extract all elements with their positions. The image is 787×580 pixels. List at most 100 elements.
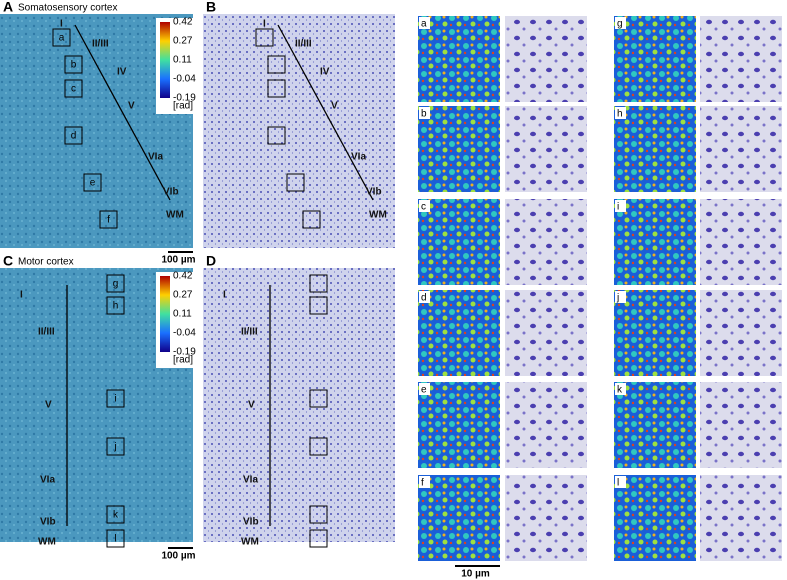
- colorbar-unit: [rad]: [173, 101, 193, 112]
- roi-label: f: [107, 215, 110, 226]
- inset-label: b: [421, 109, 427, 120]
- roi-box: [106, 529, 125, 548]
- layer-label: V: [128, 101, 135, 112]
- roi-box: [106, 505, 125, 524]
- layer-label: IV: [117, 67, 127, 78]
- roi-box: [267, 79, 286, 98]
- roi-label: j: [113, 442, 116, 453]
- roi-box: [255, 28, 274, 47]
- roi-box: [309, 529, 328, 548]
- roi-box: [309, 296, 328, 315]
- layer-axis: [277, 24, 374, 201]
- layer-label: II/III: [241, 327, 258, 338]
- layer-label: VIa: [351, 152, 366, 163]
- layer-label: VIb: [366, 187, 382, 198]
- label-bg: [419, 107, 430, 119]
- stain-inset: [505, 199, 587, 285]
- phase-inset: [614, 106, 696, 192]
- stain-inset: [505, 16, 587, 102]
- label-bg: [615, 17, 626, 29]
- layer-label: VIa: [243, 475, 258, 486]
- roi-box: [267, 55, 286, 74]
- layer-label: I: [20, 290, 23, 301]
- layer-label: II/III: [92, 39, 109, 50]
- roi-label: e: [90, 178, 96, 189]
- roi-box: [286, 173, 305, 192]
- phase-inset: [418, 16, 500, 102]
- colorbar-unit: [rad]: [173, 355, 193, 366]
- panel-letter: A: [3, 0, 13, 15]
- roi-box: [106, 389, 125, 408]
- panel-letter: D: [206, 253, 216, 269]
- roi-box: [106, 296, 125, 315]
- layer-label: WM: [241, 537, 259, 548]
- roi-label: c: [71, 84, 76, 95]
- label-bg: [615, 291, 626, 303]
- roi-box: [64, 126, 83, 145]
- colorbar-tick: -0.04: [173, 74, 196, 85]
- inset-label: e: [421, 385, 427, 396]
- roi-box: [309, 389, 328, 408]
- roi-box: [309, 437, 328, 456]
- roi-box: [99, 210, 118, 229]
- stain-inset: [505, 475, 587, 561]
- colorbar-tick: -0.19: [173, 93, 196, 104]
- layer-label: II/III: [38, 327, 55, 338]
- layer-label: WM: [369, 210, 387, 221]
- layer-label: VIb: [40, 517, 56, 528]
- phase-inset: [614, 16, 696, 102]
- phase-inset: [614, 475, 696, 561]
- inset-label: c: [421, 202, 426, 213]
- roi-box: [52, 28, 71, 47]
- layer-label: VIb: [163, 187, 179, 198]
- roi-label: d: [71, 131, 77, 142]
- roi-label: l: [114, 534, 116, 545]
- phase-inset: [418, 290, 500, 376]
- colorbar-tick: -0.19: [173, 347, 196, 358]
- panel-title: Motor cortex: [18, 257, 74, 268]
- label-bg: [419, 291, 430, 303]
- colorbar-tick: 0.11: [173, 55, 192, 66]
- inset-label: j: [616, 293, 619, 304]
- stain-inset: [700, 475, 782, 561]
- layer-label: WM: [38, 537, 56, 548]
- colorbar-tick: 0.27: [173, 290, 193, 301]
- layer-label: IV: [320, 67, 330, 78]
- label-bg: [419, 383, 430, 395]
- layer-label: WM: [166, 210, 184, 221]
- stain-inset: [505, 382, 587, 468]
- label-bg: [615, 200, 626, 212]
- phase-inset: [614, 290, 696, 376]
- phase-inset: [418, 199, 500, 285]
- roi-box: [309, 274, 328, 293]
- roi-box: [64, 79, 83, 98]
- roi-box: [309, 505, 328, 524]
- stain-image: [203, 14, 395, 248]
- roi-box: [267, 126, 286, 145]
- layer-label: VIb: [243, 517, 259, 528]
- label-bg: [615, 476, 626, 488]
- layer-label: VIa: [148, 152, 163, 163]
- colorbar: [160, 22, 170, 98]
- stain-inset: [700, 290, 782, 376]
- roi-box: [106, 437, 125, 456]
- roi-label: b: [71, 60, 77, 71]
- roi-box: [83, 173, 102, 192]
- scale-label: 100 µm: [161, 255, 195, 266]
- phase-inset: [418, 382, 500, 468]
- inset-label: h: [617, 109, 623, 120]
- layer-label: I: [60, 19, 63, 30]
- inset-label: f: [421, 478, 424, 489]
- stain-inset: [700, 382, 782, 468]
- scale-label: 10 µm: [461, 569, 490, 580]
- layer-label: VIa: [40, 475, 55, 486]
- label-bg: [419, 200, 430, 212]
- colorbar-tick: -0.04: [173, 328, 196, 339]
- inset-label: i: [617, 202, 619, 213]
- colorbar-tick: 0.42: [173, 17, 193, 28]
- panel-letter: C: [3, 253, 13, 269]
- panel-letter: B: [206, 0, 216, 15]
- layer-label: I: [223, 290, 226, 301]
- label-bg: [419, 17, 430, 29]
